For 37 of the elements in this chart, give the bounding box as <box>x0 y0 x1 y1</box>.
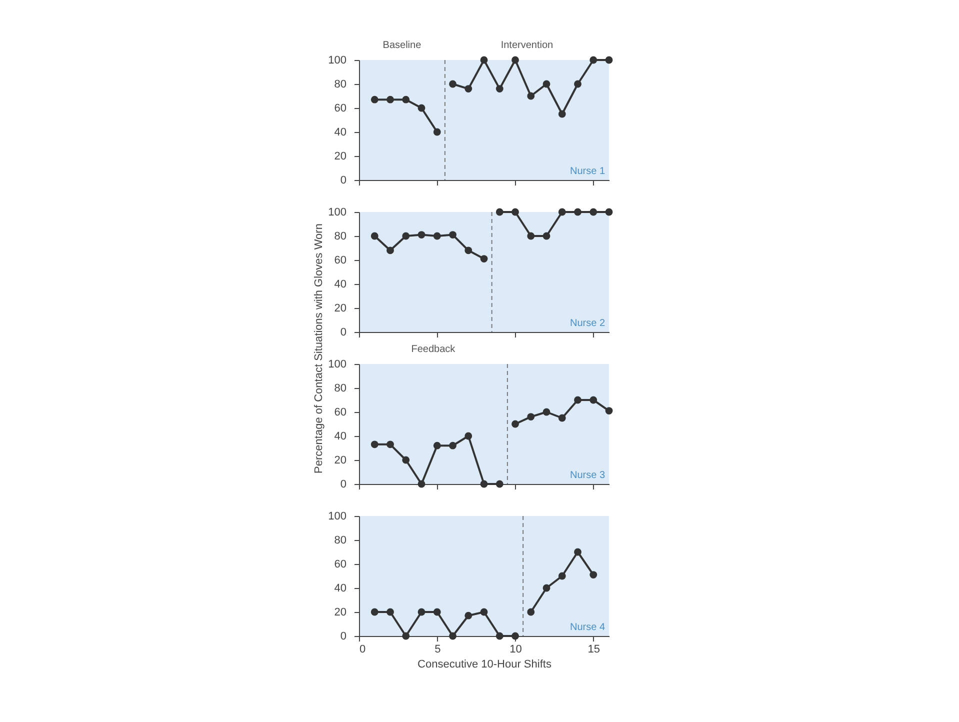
annotation: Nurse 3 <box>570 470 606 481</box>
annotation: Nurse 1 <box>570 166 606 177</box>
y-tick-label: 60 <box>334 254 346 266</box>
x-axis-title: Consecutive 10-Hour Shifts <box>418 658 552 670</box>
x-tick-label: 15 <box>588 644 600 656</box>
annotation: Nurse 4 <box>570 622 606 633</box>
y-axis-title: Percentage of Contact Situations with Gloves Worn <box>313 224 326 474</box>
y-tick-label: 40 <box>334 126 346 138</box>
y-tick-label: 20 <box>334 454 346 466</box>
y-tick-label: 0 <box>340 174 346 186</box>
y-tick-label: 20 <box>334 606 346 618</box>
x-tick-label: 10 <box>510 644 522 656</box>
y-tick-label: 100 <box>328 206 346 218</box>
y-tick-label: 60 <box>334 406 346 418</box>
annotation: Nurse 2 <box>570 318 606 329</box>
y-tick-label: 40 <box>334 278 346 290</box>
y-tick-label: 80 <box>334 534 346 546</box>
x-tick-label: 0 <box>360 644 366 656</box>
y-tick-label: 0 <box>340 326 346 338</box>
y-tick-label: 100 <box>328 54 346 66</box>
y-tick-label: 100 <box>328 358 346 370</box>
text: Baseline <box>382 40 422 51</box>
y-tick-label: 20 <box>334 150 346 162</box>
y-tick-label: 40 <box>334 582 346 594</box>
x-tick-label: 5 <box>434 644 441 656</box>
y-tick-label: 80 <box>334 382 346 394</box>
y-tick-label: 80 <box>334 230 346 242</box>
text: Intervention <box>500 40 554 51</box>
y-tick-label: 60 <box>334 102 346 114</box>
text: Feedback <box>411 344 456 355</box>
y-tick-label: 80 <box>334 78 346 90</box>
y-tick-label: 100 <box>328 510 346 522</box>
y-tick-label: 60 <box>334 558 346 570</box>
y-tick-label: 0 <box>340 630 346 642</box>
y-tick-label: 20 <box>334 302 346 314</box>
y-tick-label: 40 <box>334 430 346 442</box>
y-tick-label: 0 <box>340 478 346 490</box>
